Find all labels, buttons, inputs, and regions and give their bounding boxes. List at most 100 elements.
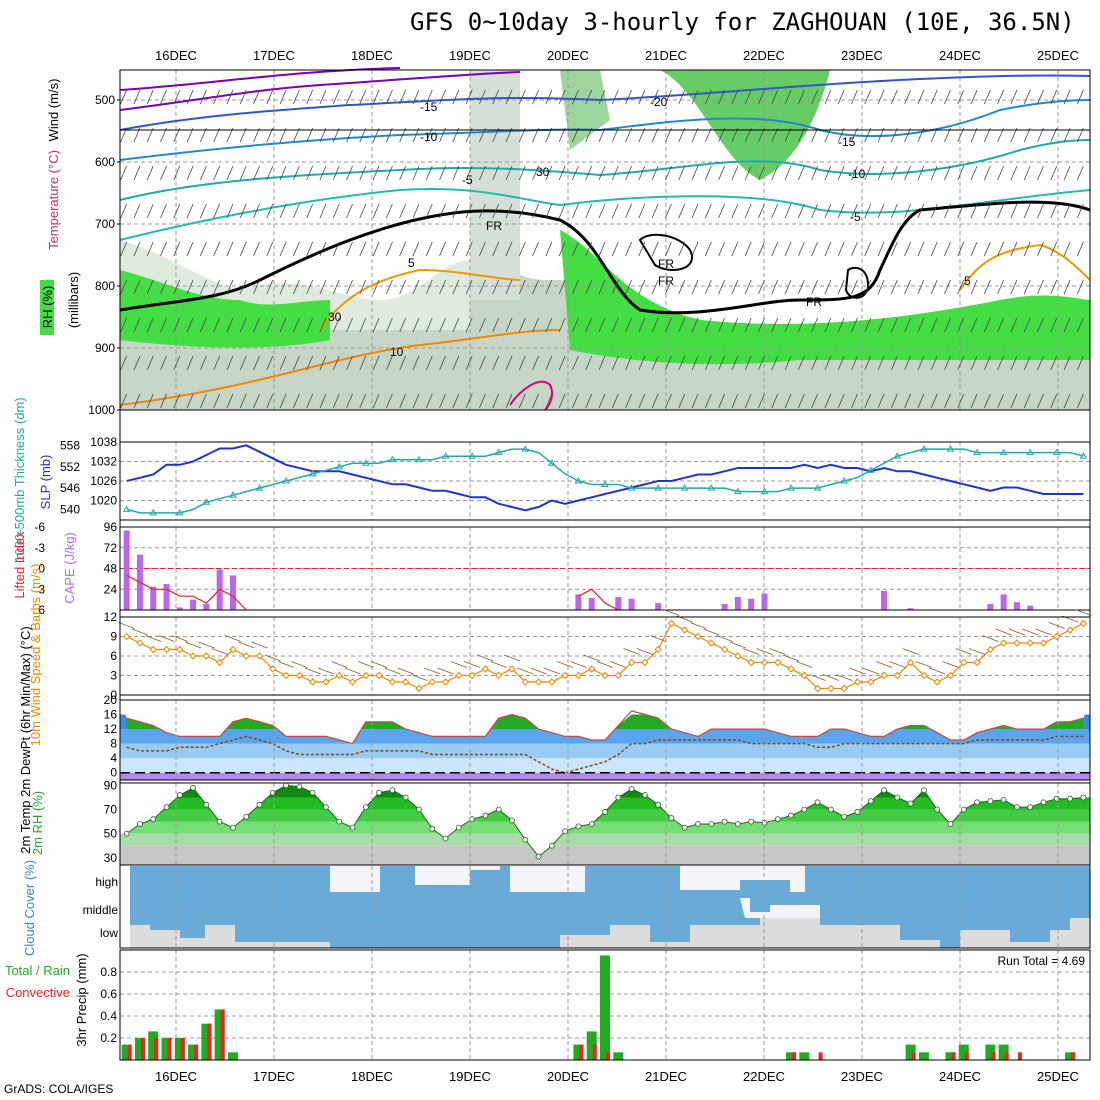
wind-barb-10m xyxy=(171,635,188,642)
wind-barb-10m xyxy=(131,628,149,636)
wind-barb xyxy=(545,317,553,333)
wind-barb xyxy=(532,317,539,333)
wind-barb-10m xyxy=(623,648,640,655)
precip-convective-bar xyxy=(964,1052,969,1060)
wind-barb xyxy=(704,241,712,257)
wind-barb xyxy=(784,317,792,333)
wind-barb xyxy=(1023,317,1031,333)
wind-speed-marker xyxy=(933,678,941,686)
wind-barb xyxy=(239,317,247,333)
wind-barb xyxy=(784,241,792,257)
thickness-marker xyxy=(229,491,237,498)
wind-barb xyxy=(572,355,579,371)
wind-barb xyxy=(704,165,712,181)
precip-convective-bar xyxy=(154,1038,159,1060)
wind-barb xyxy=(771,393,779,409)
wind-barb xyxy=(1063,393,1071,409)
wind-barb-10m xyxy=(782,654,800,662)
wind-barb xyxy=(890,317,898,333)
wind-barb xyxy=(983,165,991,181)
wind-barb xyxy=(213,203,221,219)
ylabel-cape: CAPE (J/kg) xyxy=(62,532,77,604)
wind-barb xyxy=(213,89,221,105)
wind-barb xyxy=(598,203,606,219)
wind-barb xyxy=(479,241,486,257)
precip-total-bar xyxy=(573,1044,584,1060)
wind-barb xyxy=(412,241,420,257)
wind-barb xyxy=(904,355,911,371)
wind-barb xyxy=(718,241,725,257)
wind-barb xyxy=(359,241,367,257)
rh-marker xyxy=(934,806,941,813)
ylabel-thickness: 1000-500mb Thickness (dm) xyxy=(12,397,27,562)
wind-barb xyxy=(160,165,167,181)
wind-barb xyxy=(691,393,699,409)
thickness-marker xyxy=(1079,452,1088,459)
wind-barb xyxy=(758,203,765,219)
wind-barb xyxy=(279,241,287,257)
wind-barb xyxy=(239,89,247,105)
thickness-marker xyxy=(840,477,849,484)
wind-speed-marker xyxy=(588,665,596,673)
li-tick-label: 0 xyxy=(38,562,45,576)
wind-barb-10m xyxy=(982,635,999,642)
wind-barb xyxy=(917,89,925,105)
wind-barb xyxy=(904,89,911,105)
wind-barb xyxy=(146,241,154,257)
wind-barb xyxy=(864,317,872,333)
date-label-top: 23DEC xyxy=(841,48,883,63)
wind-barb xyxy=(744,165,752,181)
wind-barb xyxy=(1037,393,1044,409)
wind-barb xyxy=(851,279,858,295)
wind-barb xyxy=(811,165,818,181)
wind-barb-10m xyxy=(942,661,959,668)
pressure-tick-label: 500 xyxy=(95,93,115,107)
wind-barb xyxy=(439,355,446,371)
wind-barb xyxy=(665,393,672,409)
wind-barb xyxy=(585,355,593,371)
wind-barb xyxy=(133,241,141,257)
freezing-blob-21dec xyxy=(638,233,693,271)
wind-speed-marker xyxy=(441,678,450,686)
wind-barb xyxy=(518,393,526,409)
temp-contour-0 xyxy=(119,188,1091,241)
wind-barb-10m xyxy=(370,661,388,668)
wind-speed-marker xyxy=(906,658,915,667)
wind-barb xyxy=(744,317,752,333)
wind-barb xyxy=(200,279,207,295)
wind-barb xyxy=(1037,89,1044,105)
wind-barb xyxy=(944,165,951,181)
wind-barb xyxy=(133,355,141,371)
rh-marker xyxy=(668,815,675,821)
wind-barb xyxy=(691,203,699,219)
wind-barb xyxy=(226,317,234,333)
wind-barb xyxy=(851,165,858,181)
wind-speed-marker xyxy=(1066,626,1074,634)
wind-barb xyxy=(120,203,128,219)
wind-barb xyxy=(518,279,526,295)
wind-barb xyxy=(146,317,154,333)
contour-label: FR xyxy=(486,219,502,233)
wind-barb xyxy=(691,355,699,371)
wind-barb xyxy=(797,89,805,105)
wind-barb xyxy=(200,393,207,409)
wind-speed-marker xyxy=(707,639,716,647)
wind-barb xyxy=(837,89,845,105)
wind-barb xyxy=(173,241,181,257)
wind-barb xyxy=(266,355,274,371)
contour-label: 5 xyxy=(964,274,971,288)
wind-barb xyxy=(1076,165,1084,181)
wind-barb xyxy=(731,279,739,295)
wind-barb xyxy=(133,393,141,409)
wind-barb xyxy=(425,279,433,295)
wind-barb xyxy=(678,89,686,105)
wind-barb xyxy=(226,203,234,219)
wind-barb xyxy=(625,355,632,371)
wind-barb xyxy=(532,355,539,371)
wind-speed-marker xyxy=(282,671,290,680)
wind-barb xyxy=(319,279,327,295)
wind-barb xyxy=(425,203,433,219)
wind-barb xyxy=(837,241,845,257)
wind-barb xyxy=(558,279,566,295)
wind-barb xyxy=(771,355,779,371)
